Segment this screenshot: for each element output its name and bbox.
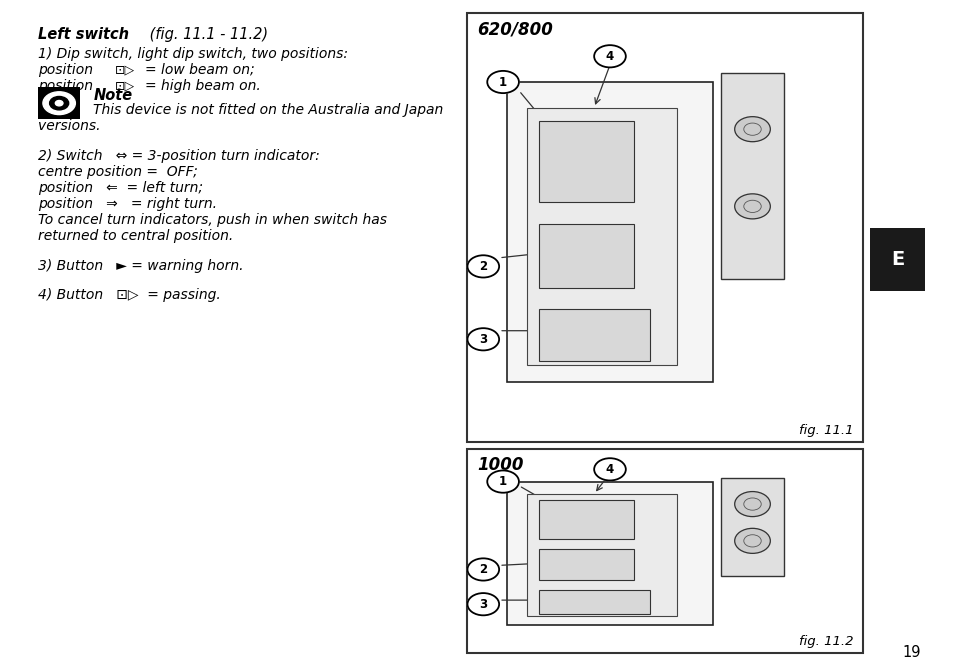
Circle shape [734,194,769,219]
FancyBboxPatch shape [38,87,80,119]
FancyBboxPatch shape [869,228,924,291]
Circle shape [467,593,498,615]
Text: 1000: 1000 [476,456,523,474]
Text: 2) Switch   ⇔ = 3-position turn indicator:: 2) Switch ⇔ = 3-position turn indicator: [38,149,319,163]
Circle shape [467,558,498,581]
Circle shape [467,255,498,277]
Text: position   ⇐  = left turn;: position ⇐ = left turn; [38,181,203,195]
Text: 1: 1 [498,475,507,488]
Bar [467,449,862,653]
Circle shape [734,492,769,517]
Text: versions.: versions. [38,119,101,133]
Text: fig. 11.2: fig. 11.2 [799,635,853,648]
Bar [538,224,633,288]
Bar [507,82,712,382]
Circle shape [55,100,63,106]
Text: 2: 2 [478,563,487,576]
Bar [720,478,783,576]
Text: Note: Note [93,88,132,103]
Text: 4: 4 [605,463,614,476]
Circle shape [487,470,518,492]
Text: 19: 19 [902,645,920,660]
Text: ⊡▷: ⊡▷ [114,63,134,76]
Text: E: E [890,250,903,269]
Text: 4) Button   ⊡▷  = passing.: 4) Button ⊡▷ = passing. [38,288,221,302]
Circle shape [594,45,625,68]
Text: 1: 1 [498,76,507,88]
Circle shape [43,92,75,115]
Text: ⊡▷: ⊡▷ [114,79,134,92]
Text: To cancel turn indicators, push in when switch has: To cancel turn indicators, push in when … [38,213,387,227]
Text: = high beam on.: = high beam on. [145,79,260,93]
Text: fig. 11.1: fig. 11.1 [799,424,853,437]
Circle shape [734,529,769,553]
Text: 3: 3 [478,333,487,346]
Bar [538,549,633,580]
Text: position: position [38,79,93,93]
Text: 2: 2 [478,260,487,273]
Circle shape [594,458,625,480]
Bar [538,310,649,360]
Text: 3) Button   ► = warning horn.: 3) Button ► = warning horn. [38,259,243,273]
Circle shape [734,117,769,141]
Text: returned to central position.: returned to central position. [38,229,233,243]
Text: This device is not fitted on the Australia and Japan: This device is not fitted on the Austral… [93,103,443,117]
Bar [507,482,712,624]
Bar [538,500,633,539]
Bar [526,494,677,616]
Bar [526,108,677,365]
Text: = low beam on;: = low beam on; [145,63,254,77]
Text: Left switch: Left switch [38,27,129,42]
Text: centre position =  OFF;: centre position = OFF; [38,165,197,179]
Text: 4: 4 [605,50,614,63]
Text: 620/800: 620/800 [476,20,553,38]
Text: 3: 3 [478,598,487,611]
Text: 1) Dip switch, light dip switch, two positions:: 1) Dip switch, light dip switch, two pos… [38,47,348,61]
Circle shape [487,71,518,93]
Circle shape [467,328,498,350]
Circle shape [50,96,69,110]
Bar [538,121,633,202]
Bar [467,13,862,442]
Bar [538,590,649,614]
Text: (fig. 11.1 - 11.2): (fig. 11.1 - 11.2) [145,27,268,42]
Text: position: position [38,63,93,77]
Bar [720,74,783,279]
Text: position   ⇒   = right turn.: position ⇒ = right turn. [38,197,217,211]
